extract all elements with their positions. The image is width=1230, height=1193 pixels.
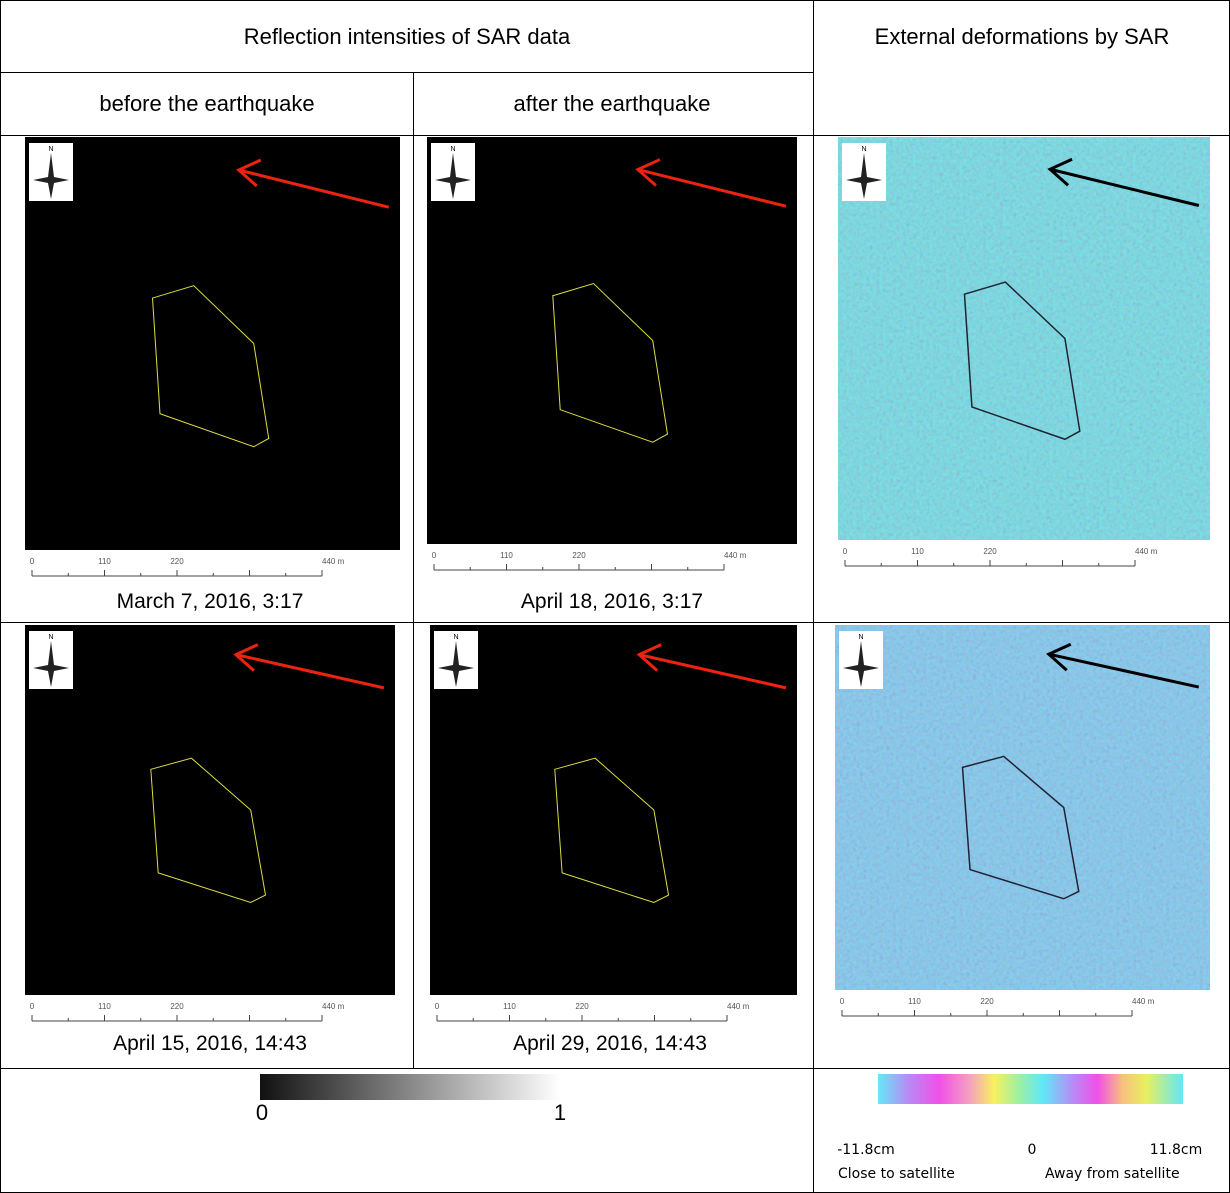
legend-label: -11.8cm [837, 1142, 895, 1158]
scale-label: 440 m [1132, 997, 1155, 1006]
intensity-colorbar [260, 1074, 560, 1100]
scale-label: 110 [908, 997, 921, 1006]
compass-label: N [48, 146, 53, 153]
header: Reflection intensities of SAR data [244, 24, 571, 49]
image-noise [25, 625, 395, 995]
compass-label: N [858, 634, 863, 641]
legend-label: 0 [1028, 1142, 1037, 1158]
subheader: before the earthquake [99, 91, 314, 116]
scale-label: 220 [983, 547, 997, 556]
legend-label: 11.8cm [1150, 1142, 1203, 1158]
scale-label: 440 m [727, 1002, 750, 1011]
image-noise [835, 625, 1210, 990]
sar-image: N 0 110 220 440 m [835, 625, 1210, 1016]
deformation-colorbar [878, 1074, 1183, 1104]
scale-label: 220 [170, 557, 184, 566]
image-date: April 29, 2016, 14:43 [513, 1032, 707, 1055]
sar-image: N 0 110 220 440 m March 7, 2016, 3:17 [25, 137, 400, 613]
image-noise [430, 625, 797, 995]
scale-label: 0 [843, 547, 848, 556]
scale-label: 0 [30, 557, 35, 566]
scale-label: 110 [98, 1002, 111, 1011]
image-date: March 7, 2016, 3:17 [117, 590, 304, 613]
scale-label: 110 [98, 557, 111, 566]
compass-label: N [48, 634, 53, 641]
scale-label: 220 [170, 1002, 184, 1011]
scale-label: 220 [572, 551, 586, 560]
scale-label: 0 [435, 1002, 440, 1011]
image-date: April 18, 2016, 3:17 [521, 590, 703, 613]
legend-label: Away from satellite [1045, 1166, 1180, 1182]
scale-label: 440 m [322, 557, 345, 566]
sar-image: N 0 110 220 440 m April 15, 2016, 14:43 [25, 625, 395, 1055]
compass-label: N [861, 146, 866, 153]
header: External deformations by SAR [875, 24, 1170, 49]
image-noise [838, 137, 1210, 540]
image-date: April 15, 2016, 14:43 [113, 1032, 307, 1055]
image-noise [25, 137, 400, 550]
scale-label: 0 [840, 997, 845, 1006]
subheader: after the earthquake [514, 91, 711, 116]
scale-label: 110 [911, 547, 924, 556]
legend-label: 0 [256, 1100, 268, 1125]
scale-label: 110 [503, 1002, 516, 1011]
sar-image: N 0 110 220 440 m [838, 137, 1210, 566]
scale-label: 440 m [1135, 547, 1158, 556]
scale-label: 440 m [724, 551, 747, 560]
legend-label: Close to satellite [838, 1166, 955, 1182]
compass-label: N [453, 634, 458, 641]
sar-image: N 0 110 220 440 m April 18, 2016, 3:17 [427, 137, 797, 613]
compass-label: N [450, 146, 455, 153]
scale-label: 0 [30, 1002, 35, 1011]
scale-label: 220 [980, 997, 994, 1006]
scale-label: 0 [432, 551, 437, 560]
figure-table: Reflection intensities of SAR data Exter… [0, 0, 1230, 1193]
image-noise [427, 137, 797, 544]
scale-label: 440 m [322, 1002, 345, 1011]
scale-label: 110 [500, 551, 513, 560]
legend-label: 1 [554, 1100, 566, 1125]
scale-label: 220 [575, 1002, 589, 1011]
sar-image: N 0 110 220 440 m April 29, 2016, 14:43 [430, 625, 797, 1055]
